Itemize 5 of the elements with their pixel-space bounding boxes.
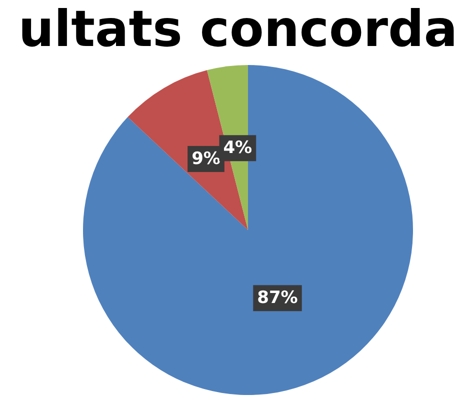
pie-slice [83, 65, 413, 395]
chart-title: ultats concorda [18, 0, 458, 58]
data-label: 9% [192, 148, 220, 169]
data-label: 4% [223, 138, 252, 158]
data-label: 87% [257, 288, 298, 308]
